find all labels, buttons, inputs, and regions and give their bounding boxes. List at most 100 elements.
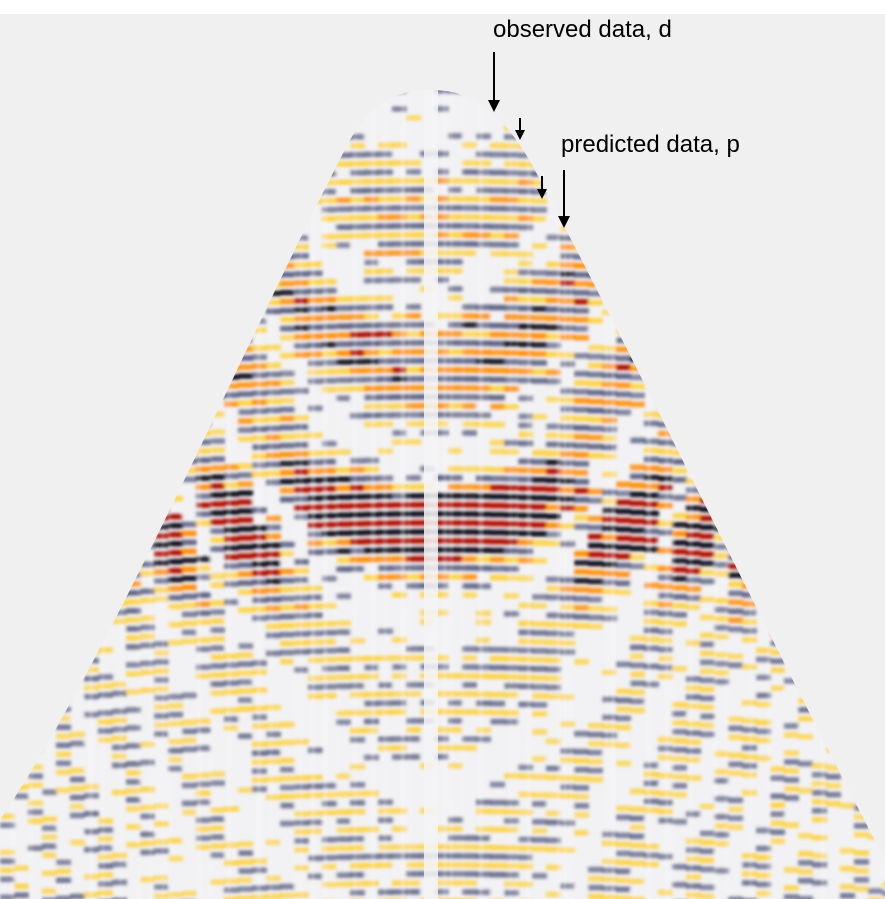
seismic-amplitude-band <box>476 241 491 248</box>
seismic-amplitude-band <box>350 728 365 734</box>
seismic-amplitude-band <box>196 610 211 616</box>
seismic-amplitude-band <box>182 800 197 807</box>
seismic-amplitude-band <box>560 748 575 754</box>
seismic-amplitude-band <box>280 379 295 386</box>
seismic-amplitude-band <box>336 845 351 851</box>
seismic-amplitude-band <box>700 893 715 899</box>
seismic-amplitude-band <box>266 596 281 603</box>
seismic-amplitude-band <box>238 868 253 874</box>
seismic-amplitude-band <box>546 306 561 313</box>
seismic-amplitude-band <box>714 643 729 649</box>
seismic-amplitude-band <box>714 553 729 559</box>
seismic-amplitude-band <box>196 682 211 688</box>
seismic-amplitude-band <box>280 604 295 611</box>
seismic-amplitude-band <box>840 893 855 899</box>
trace-striation <box>444 90 446 899</box>
seismic-amplitude-band <box>644 861 659 868</box>
seismic-amplitude-band <box>406 646 421 652</box>
trace-striation <box>258 90 260 899</box>
seismic-amplitude-band <box>392 439 407 445</box>
seismic-amplitude-band <box>714 868 729 874</box>
seismic-amplitude-band <box>518 350 533 357</box>
seismic-amplitude-band <box>280 766 295 773</box>
seismic-amplitude-band <box>322 314 337 321</box>
seismic-amplitude-band <box>98 872 113 878</box>
seismic-amplitude-band <box>476 349 491 356</box>
seismic-amplitude-band <box>210 492 225 498</box>
seismic-amplitude-band <box>462 331 477 337</box>
seismic-amplitude-band <box>350 197 365 203</box>
seismic-amplitude-band <box>364 322 379 329</box>
seismic-amplitude-band <box>406 90 421 94</box>
seismic-amplitude-band <box>448 241 463 247</box>
seismic-amplitude-band <box>336 170 351 176</box>
seismic-amplitude-band <box>602 471 617 478</box>
seismic-amplitude-band <box>462 889 477 895</box>
seismic-amplitude-band <box>364 844 379 851</box>
seismic-amplitude-band <box>308 531 323 538</box>
seismic-amplitude-band <box>770 802 785 808</box>
seismic-amplitude-band <box>364 502 379 509</box>
seismic-amplitude-band <box>462 322 477 328</box>
seismic-amplitude-band <box>770 793 785 799</box>
seismic-amplitude-band <box>546 459 561 466</box>
seismic-amplitude-band <box>266 461 281 468</box>
seismic-amplitude-band <box>546 819 561 826</box>
seismic-amplitude-band <box>280 478 295 485</box>
seismic-amplitude-band <box>686 883 701 889</box>
seismic-amplitude-band <box>364 826 379 833</box>
seismic-amplitude-band <box>308 657 323 664</box>
seismic-amplitude-band <box>644 771 659 778</box>
seismic-amplitude-band <box>168 711 183 718</box>
seismic-amplitude-band <box>392 862 407 868</box>
seismic-amplitude-band <box>602 507 617 514</box>
seismic-amplitude-band <box>350 485 365 491</box>
seismic-amplitude-band <box>448 313 463 319</box>
seismic-amplitude-band <box>658 745 673 752</box>
seismic-amplitude-band <box>770 784 785 790</box>
seismic-amplitude-band <box>588 452 603 459</box>
seismic-amplitude-band <box>168 765 183 772</box>
seismic-amplitude-band <box>490 385 505 392</box>
seismic-amplitude-band <box>140 813 155 820</box>
seismic-amplitude-band <box>756 701 771 708</box>
seismic-amplitude-band <box>238 517 253 523</box>
seismic-amplitude-band <box>700 668 715 675</box>
seismic-amplitude-band <box>462 628 477 634</box>
seismic-amplitude-band <box>448 466 463 472</box>
seismic-amplitude-band <box>448 286 463 292</box>
seismic-amplitude-band <box>756 827 771 834</box>
seismic-amplitude-band <box>588 497 603 504</box>
seismic-amplitude-band <box>224 527 239 533</box>
seismic-amplitude-band <box>0 840 15 847</box>
seismic-amplitude-band <box>742 709 757 715</box>
seismic-amplitude-band <box>336 476 351 482</box>
seismic-amplitude-band <box>686 874 701 880</box>
seismic-amplitude-band <box>602 516 617 523</box>
seismic-amplitude-band <box>840 866 855 872</box>
seismic-amplitude-band <box>658 664 673 671</box>
seismic-amplitude-band <box>434 547 449 553</box>
seismic-amplitude-band <box>28 782 43 788</box>
seismic-amplitude-band <box>406 187 421 193</box>
seismic-amplitude-band <box>490 475 505 482</box>
seismic-amplitude-band <box>490 637 505 644</box>
seismic-amplitude-band <box>406 394 421 400</box>
seismic-amplitude-band <box>476 673 491 680</box>
seismic-amplitude-band <box>546 639 561 646</box>
seismic-amplitude-band <box>406 205 421 211</box>
seismic-amplitude-band <box>686 856 701 862</box>
seismic-amplitude-band <box>406 889 421 895</box>
seismic-amplitude-band <box>224 824 239 830</box>
seismic-amplitude-band <box>266 470 281 477</box>
seismic-amplitude-band <box>532 873 547 879</box>
seismic-amplitude-band <box>462 583 477 589</box>
seismic-amplitude-band <box>602 372 617 379</box>
seismic-amplitude-band <box>154 821 169 827</box>
seismic-amplitude-band <box>616 895 631 899</box>
seismic-amplitude-band <box>308 279 323 286</box>
seismic-amplitude-band <box>350 377 365 383</box>
seismic-amplitude-band <box>406 160 421 166</box>
seismic-amplitude-band <box>392 601 407 607</box>
seismic-amplitude-band <box>546 261 561 268</box>
